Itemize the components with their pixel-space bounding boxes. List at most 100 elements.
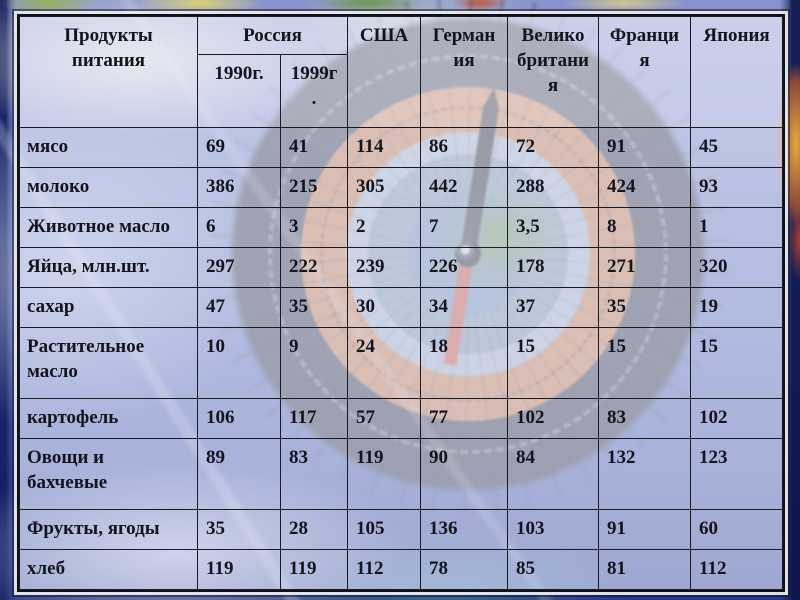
value-cell: 106 (197, 398, 281, 440)
value-cell: 112 (690, 549, 784, 591)
value-cell: 81 (598, 549, 692, 591)
header-year-1990: 1990г. (197, 54, 281, 129)
value-cell: 288 (507, 167, 600, 209)
header-row-2: 1990г. 1999г . (20, 54, 783, 129)
value-cell: 78 (420, 549, 509, 591)
value-cell: 91 (598, 509, 692, 551)
table-row: картофель 106 117 57 77 102 83 102 (19, 398, 784, 440)
value-cell: 2 (347, 207, 422, 249)
table-header: Продукты питания Россия США Герман ия Ве… (19, 15, 784, 129)
value-cell: 24 (347, 327, 422, 400)
header-usa: США (347, 15, 422, 129)
value-cell: 83 (598, 398, 692, 440)
value-cell: 30 (347, 287, 422, 329)
value-cell: 119 (197, 549, 281, 591)
value-cell: 83 (279, 438, 349, 511)
value-cell: 6 (197, 207, 281, 249)
value-cell: 102 (507, 398, 600, 440)
header-france: Франци я (598, 15, 692, 129)
product-cell: молоко (19, 167, 198, 209)
value-cell: 3,5 (507, 207, 600, 249)
value-cell: 15 (507, 327, 600, 400)
table-row: Овощи и бахчевые 89 83 119 90 84 132 123 (19, 438, 784, 511)
value-cell: 69 (197, 127, 281, 169)
value-cell: 57 (347, 398, 422, 440)
header-japan: Япония (690, 15, 784, 129)
value-cell: 102 (690, 398, 784, 440)
value-cell: 37 (507, 287, 600, 329)
value-cell: 132 (598, 438, 692, 511)
data-table: Продукты питания Россия США Герман ия Ве… (19, 15, 784, 591)
value-cell: 84 (507, 438, 600, 511)
value-cell: 7 (420, 207, 509, 249)
value-cell: 123 (690, 438, 784, 511)
value-cell: 103 (507, 509, 600, 551)
value-cell: 72 (507, 127, 600, 169)
table-row: мясо 69 41 114 86 72 91 45 (19, 127, 784, 169)
value-cell: 35 (279, 287, 349, 329)
product-cell: хлеб (19, 549, 198, 591)
header-row-1: Продукты питания Россия США Герман ия Ве… (19, 15, 784, 129)
value-cell: 35 (197, 509, 281, 551)
value-cell: 35 (598, 287, 692, 329)
value-cell: 9 (279, 327, 349, 400)
value-cell: 93 (690, 167, 784, 209)
product-cell: сахар (19, 287, 198, 329)
product-cell: Фрукты, ягоды (19, 509, 198, 551)
table-row: Фрукты, ягоды 35 28 105 136 103 91 60 (19, 509, 784, 551)
value-cell: 117 (279, 398, 349, 440)
value-cell: 19 (690, 287, 784, 329)
value-cell: 47 (197, 287, 281, 329)
table-body: мясо 69 41 114 86 72 91 45 молоко 386 215 305 442 288… (19, 127, 784, 591)
food-production-table: Продукты питания Россия США Герман ия Ве… (17, 14, 785, 592)
value-cell: 85 (507, 549, 600, 591)
value-cell: 271 (598, 247, 692, 289)
value-cell: 114 (347, 127, 422, 169)
value-cell: 178 (507, 247, 600, 289)
value-cell: 442 (420, 167, 509, 209)
value-cell: 305 (347, 167, 422, 209)
value-cell: 10 (197, 327, 281, 400)
value-cell: 28 (279, 509, 349, 551)
value-cell: 386 (197, 167, 281, 209)
product-cell: Растительное масло (19, 327, 198, 400)
value-cell: 90 (420, 438, 509, 511)
product-cell: Яйца, млн.шт. (19, 247, 198, 289)
header-uk: Велико британи я (507, 15, 600, 129)
value-cell: 41 (279, 127, 349, 169)
value-cell: 297 (197, 247, 281, 289)
value-cell: 86 (420, 127, 509, 169)
header-germany: Герман ия (420, 15, 509, 129)
value-cell: 60 (690, 509, 784, 551)
product-cell: Животное масло (19, 207, 198, 249)
value-cell: 1 (690, 207, 784, 249)
value-cell: 8 (598, 207, 692, 249)
table-row: Животное масло 6 3 2 7 3,5 8 1 (19, 207, 784, 249)
product-cell: мясо (19, 127, 198, 169)
product-cell: картофель (19, 398, 198, 440)
value-cell: 18 (420, 327, 509, 400)
value-cell: 89 (197, 438, 281, 511)
value-cell: 222 (279, 247, 349, 289)
header-year-1999: 1999г . (279, 54, 349, 129)
header-russia: Россия (196, 15, 349, 56)
value-cell: 226 (420, 247, 509, 289)
value-cell: 239 (347, 247, 422, 289)
value-cell: 77 (420, 398, 509, 440)
table-row: Растительное масло 10 9 24 18 15 15 15 (19, 327, 784, 400)
value-cell: 215 (279, 167, 349, 209)
value-cell: 424 (598, 167, 692, 209)
table-row: Яйца, млн.шт. 297 222 239 226 178 271 320 (19, 247, 784, 289)
value-cell: 45 (690, 127, 784, 169)
value-cell: 34 (420, 287, 509, 329)
value-cell: 320 (690, 247, 784, 289)
value-cell: 119 (347, 438, 422, 511)
table-row: молоко 386 215 305 442 288 424 93 (19, 167, 784, 209)
value-cell: 91 (598, 127, 692, 169)
table-row: сахар 47 35 30 34 37 35 19 (19, 287, 784, 329)
product-cell: Овощи и бахчевые (19, 438, 198, 511)
value-cell: 136 (420, 509, 509, 551)
value-cell: 15 (690, 327, 784, 400)
value-cell: 105 (347, 509, 422, 551)
